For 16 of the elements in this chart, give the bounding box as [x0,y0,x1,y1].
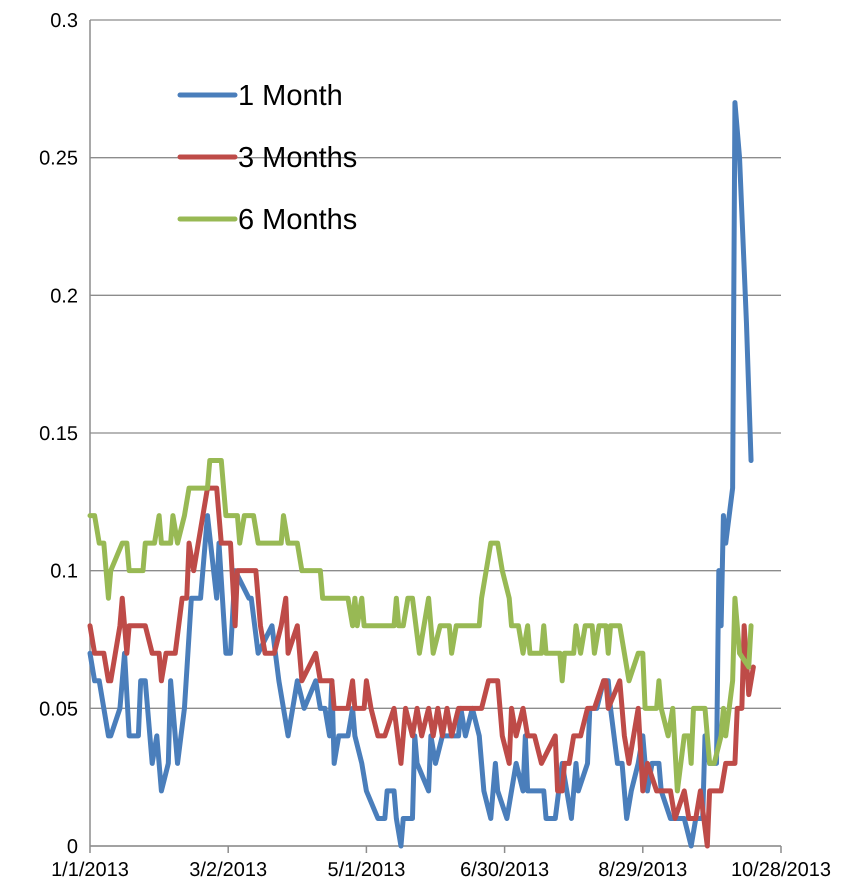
x-tick-label: 8/29/2013 [598,859,688,881]
legend-label: 6 Months [238,204,358,236]
legend-label: 3 Months [238,142,358,174]
y-tick-label: 0.3 [50,10,78,32]
x-tick-label: 1/1/2013 [51,859,129,881]
x-tick-label: 5/1/2013 [327,859,406,881]
y-tick-label: 0.1 [50,560,78,583]
x-tick-label: 10/28/2013 [730,859,832,881]
y-tick-label: 0.05 [39,698,78,720]
x-tick-label: 6/30/2013 [460,859,550,881]
y-tick-label: 0.15 [39,423,78,445]
y-tick-label: 0 [66,836,78,858]
y-tick-label: 0.25 [39,148,78,170]
x-tick-label: 3/2/2013 [189,859,268,881]
y-tick-label: 0.2 [50,285,78,308]
legend-label: 1 Month [238,80,343,112]
